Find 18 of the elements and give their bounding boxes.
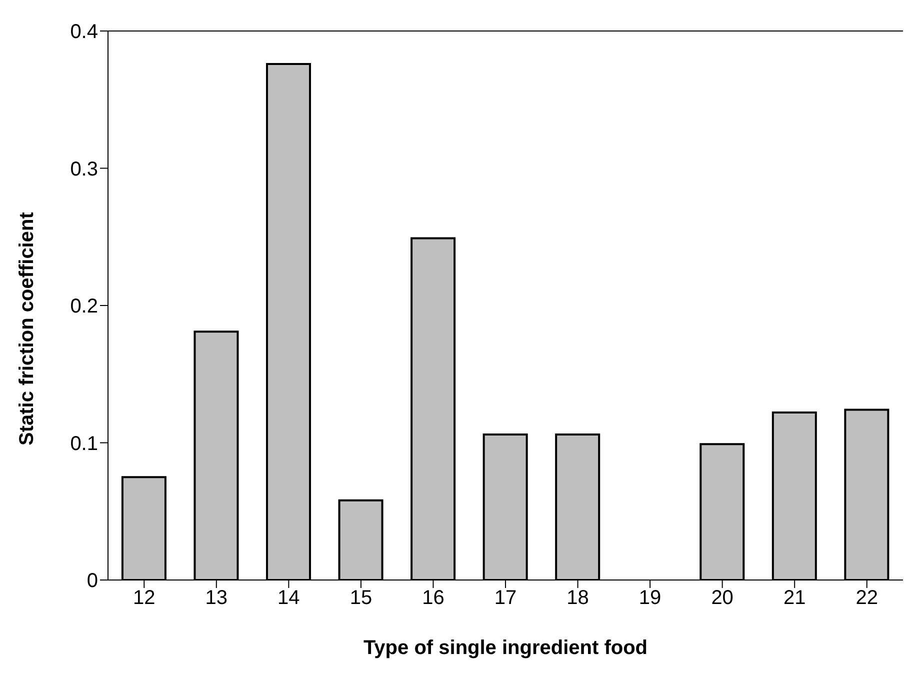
y-tick-label: 0 (86, 570, 98, 592)
x-tick-label: 14 (278, 587, 300, 610)
x-tick-label: 22 (856, 587, 878, 610)
y-axis-title: Static friction coefficient (16, 212, 38, 446)
y-tick-label: 0.2 (70, 296, 98, 318)
x-tick-label: 17 (494, 587, 517, 610)
y-tick-label: 0.1 (70, 432, 98, 455)
y-tick-label: 0.4 (70, 21, 98, 44)
x-tick-label: 20 (711, 587, 734, 610)
x-tick-label: 19 (638, 587, 662, 610)
x-tick-label: 12 (133, 587, 156, 610)
x-tick-label: 16 (422, 587, 444, 610)
x-tick-label: 15 (350, 587, 372, 610)
x-tick-label: 13 (205, 587, 228, 610)
x-tick-label: 21 (783, 587, 806, 610)
x-tick-label: 18 (566, 587, 589, 610)
x-axis-title: Type of single ingredient food (363, 637, 648, 659)
y-tick-label: 0.3 (70, 158, 98, 180)
